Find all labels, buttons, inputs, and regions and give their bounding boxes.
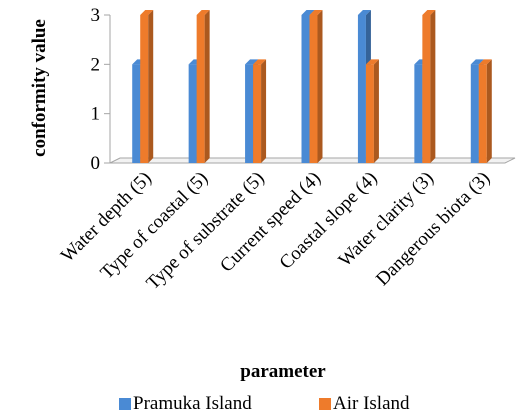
bar-air-island-dangerous-biota-3 [479, 59, 492, 163]
bar-front [471, 64, 479, 163]
y-tick-label-2: 2 [91, 54, 101, 75]
bar-front [189, 64, 197, 163]
legend-swatch-pramuka-island [119, 398, 131, 410]
y-tick-label-1: 1 [91, 104, 101, 125]
bar-side [148, 10, 153, 163]
bar-front [479, 64, 487, 163]
bar-air-island-type-of-coastal-5 [197, 10, 210, 163]
bar-front [197, 15, 205, 163]
bar-front [253, 64, 261, 163]
bar-front [140, 15, 148, 163]
bar-air-island-water-depth-5 [140, 10, 153, 163]
bar-side [374, 59, 379, 163]
category-labels: Water depth (5)Type of coastal (5)Type o… [57, 168, 494, 294]
bar-front [366, 64, 374, 163]
bar-side [430, 10, 435, 163]
bar-side [318, 10, 323, 163]
bars [132, 10, 492, 163]
bar-front [414, 64, 422, 163]
bar-front [132, 64, 140, 163]
bar-front [302, 15, 310, 163]
bar-front [422, 15, 430, 163]
x-axis-title: parameter [240, 361, 326, 382]
legend-label-pramuka-island: Pramuka Island [133, 393, 252, 414]
bar-front [245, 64, 253, 163]
legend-swatch-air-island [319, 398, 331, 410]
bar-front [358, 15, 366, 163]
y-axis-title: conformity value [29, 19, 50, 157]
y-tick-label-3: 3 [91, 5, 101, 26]
bar-side [487, 59, 492, 163]
y-tick-label-0: 0 [91, 153, 101, 174]
bar-air-island-type-of-substrate-5 [253, 59, 266, 163]
bar-side [205, 10, 210, 163]
category-label-current-speed-4: Current speed (4) [216, 168, 325, 277]
category-label-coastal-slope-4: Coastal slope (4) [276, 168, 382, 274]
bar-front [310, 15, 318, 163]
bar-air-island-current-speed-4 [310, 10, 323, 163]
y-axis: 0 1 2 3 [91, 5, 111, 174]
bar-side [261, 59, 266, 163]
bar-air-island-coastal-slope-4 [366, 59, 379, 163]
bar-air-island-water-clarity-3 [422, 10, 435, 163]
legend-label-air-island: Air Island [333, 393, 410, 414]
legend: Pramuka Island Air Island [119, 393, 410, 414]
